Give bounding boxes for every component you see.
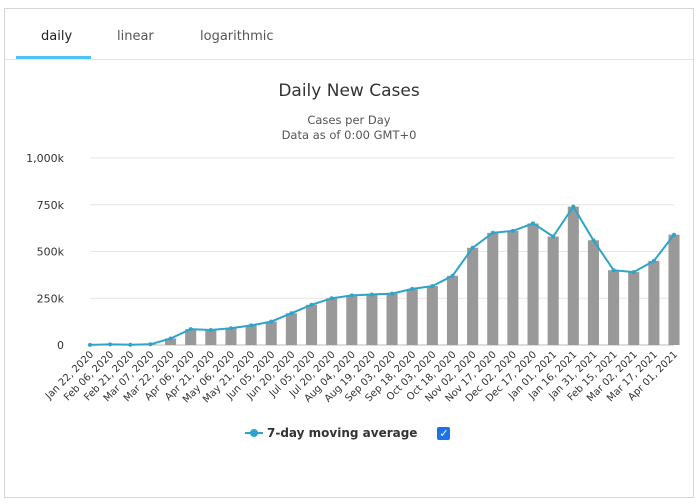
bar[interactable]	[426, 286, 438, 345]
moving-average-point[interactable]	[490, 230, 495, 235]
bar[interactable]	[245, 325, 257, 345]
bar[interactable]	[446, 275, 459, 345]
bar[interactable]	[205, 330, 217, 345]
moving-average-point[interactable]	[551, 234, 556, 239]
bar[interactable]	[285, 313, 297, 345]
bar[interactable]	[567, 206, 579, 345]
chart-subtitle: Cases per Day	[307, 113, 390, 127]
moving-average-point[interactable]	[88, 342, 92, 347]
moving-average-point[interactable]	[168, 336, 173, 341]
moving-average-point[interactable]	[108, 342, 113, 347]
chart-panel: daily linear logarithmic	[4, 8, 694, 498]
moving-average-point[interactable]	[390, 291, 395, 296]
bar[interactable]	[648, 260, 660, 345]
moving-average-point[interactable]	[591, 238, 596, 243]
bar[interactable]	[527, 223, 539, 345]
bar[interactable]	[386, 293, 398, 345]
bar[interactable]	[366, 294, 378, 345]
moving-average-point[interactable]	[369, 292, 374, 297]
moving-average-point[interactable]	[631, 270, 636, 275]
bar[interactable]	[587, 240, 599, 345]
moving-average-point[interactable]	[188, 327, 193, 332]
moving-average-point[interactable]	[410, 286, 415, 291]
tab-daily[interactable]: daily	[41, 29, 73, 44]
y-tick-label: 1,000k	[26, 152, 64, 165]
moving-average-point[interactable]	[229, 326, 233, 331]
moving-average-point[interactable]	[208, 328, 213, 332]
moving-average-point[interactable]	[148, 342, 153, 347]
bar[interactable]	[265, 321, 277, 346]
chart-title: Daily New Cases	[278, 81, 420, 101]
moving-average-point[interactable]	[309, 302, 314, 307]
bar[interactable]	[326, 298, 338, 345]
moving-average-point[interactable]	[571, 204, 576, 209]
moving-average-point[interactable]	[269, 319, 274, 324]
bar[interactable]	[668, 234, 680, 345]
tab-bar: daily linear logarithmic	[5, 9, 693, 60]
moving-average-point[interactable]	[470, 245, 475, 250]
legend-label[interactable]: 7-day moving average	[267, 426, 418, 440]
bar[interactable]	[185, 329, 197, 345]
bar[interactable]	[346, 295, 358, 345]
bar[interactable]	[165, 338, 177, 345]
bar[interactable]	[305, 304, 318, 345]
bar[interactable]	[507, 230, 519, 345]
bar[interactable]	[406, 288, 418, 345]
moving-average-point[interactable]	[249, 323, 254, 328]
bar[interactable]	[467, 247, 479, 345]
moving-average-point[interactable]	[329, 296, 334, 301]
moving-average-point[interactable]	[349, 293, 354, 298]
moving-average-point[interactable]	[450, 273, 455, 278]
bar[interactable]	[547, 236, 559, 345]
moving-average-point[interactable]	[651, 258, 656, 263]
y-tick-label: 250k	[37, 292, 65, 305]
y-tick-label: 500k	[37, 246, 65, 259]
bar[interactable]	[608, 270, 620, 345]
legend-checkbox[interactable]: ✓	[437, 426, 451, 440]
moving-average-line[interactable]	[89, 204, 675, 346]
tab-logarithmic[interactable]: logarithmic	[200, 29, 274, 44]
tab-linear[interactable]: linear	[117, 29, 154, 44]
legend-line-icon	[245, 428, 263, 438]
moving-average-point[interactable]	[430, 284, 435, 289]
legend: 7-day moving average ✓	[245, 426, 451, 440]
moving-average-point[interactable]	[531, 221, 535, 226]
moving-average-point[interactable]	[289, 311, 294, 316]
y-tick-label: 750k	[37, 199, 65, 212]
bar[interactable]	[225, 328, 237, 345]
bar[interactable]	[487, 232, 499, 345]
bar[interactable]	[628, 272, 640, 345]
moving-average-point[interactable]	[128, 342, 133, 347]
y-tick-label: 0	[57, 339, 64, 352]
moving-average-point[interactable]	[611, 268, 616, 273]
moving-average-point[interactable]	[672, 232, 676, 237]
active-tab-indicator	[16, 56, 91, 59]
chart-subtitle-2: Data as of 0:00 GMT+0	[282, 128, 417, 142]
moving-average-point[interactable]	[510, 228, 515, 233]
